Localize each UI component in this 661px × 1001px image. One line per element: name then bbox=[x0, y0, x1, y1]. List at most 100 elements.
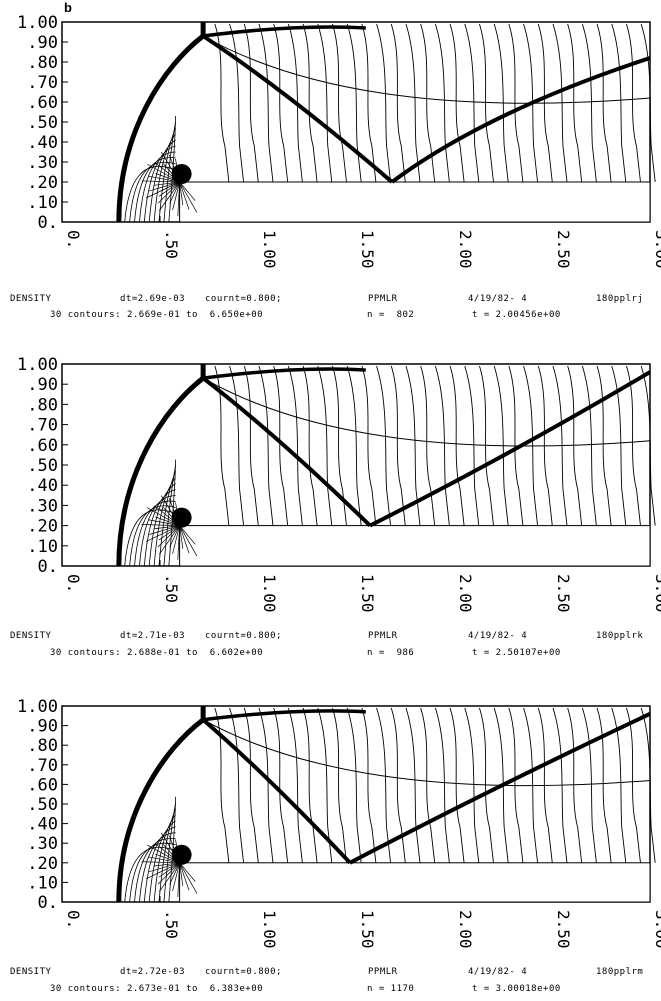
expansion-fan-line bbox=[169, 181, 180, 204]
corner-singularity bbox=[171, 844, 192, 865]
y-tick-label: .50 bbox=[27, 795, 58, 815]
density-contour bbox=[464, 23, 480, 183]
density-contour bbox=[143, 489, 176, 567]
density-contour bbox=[129, 162, 176, 223]
density-contour bbox=[332, 23, 347, 183]
density-contour bbox=[124, 846, 176, 903]
expansion-fan-line bbox=[157, 181, 180, 204]
caption-time: t = 2.50107e+00 bbox=[472, 648, 561, 658]
slip-line bbox=[202, 35, 651, 104]
y-tick-label: 1.00 bbox=[17, 697, 58, 717]
y-tick-label: .70 bbox=[27, 416, 58, 436]
y-tick-label: .90 bbox=[27, 375, 58, 395]
expansion-fan-line bbox=[177, 525, 180, 560]
density-contour bbox=[134, 500, 176, 567]
density-contour bbox=[214, 365, 230, 526]
figure-label: b bbox=[64, 0, 72, 15]
density-contour bbox=[611, 23, 627, 183]
density-contour bbox=[611, 365, 627, 526]
density-contour bbox=[124, 509, 176, 567]
caption-variable: DENSITY bbox=[10, 967, 52, 977]
x-tick-label: 2.50 bbox=[554, 910, 573, 949]
density-contour bbox=[168, 459, 176, 567]
density-contour bbox=[390, 707, 406, 863]
y-tick-label: .60 bbox=[27, 436, 58, 456]
expansion-fan-line bbox=[153, 181, 180, 186]
density-contour bbox=[346, 707, 362, 863]
y-tick-label: .80 bbox=[27, 53, 58, 73]
caption-file: 180pplrk bbox=[596, 631, 644, 641]
density-contour bbox=[508, 23, 524, 183]
density-contour bbox=[243, 23, 259, 183]
density-contour bbox=[134, 157, 176, 223]
x-tick-label: 2.00 bbox=[456, 910, 475, 949]
density-contour bbox=[332, 707, 347, 863]
caption-code: PPMLR bbox=[368, 631, 398, 641]
density-contour bbox=[214, 23, 230, 183]
expansion-fan-line bbox=[145, 181, 180, 199]
slip-line bbox=[202, 377, 651, 447]
density-contour bbox=[243, 365, 259, 526]
density-contour bbox=[287, 707, 303, 863]
expansion-fan-line bbox=[141, 524, 180, 526]
x-tick-label: 2.50 bbox=[554, 574, 573, 613]
caption-code: PPMLR bbox=[368, 294, 398, 304]
y-tick-label: .50 bbox=[27, 456, 58, 476]
y-tick-label: 1.00 bbox=[17, 355, 58, 375]
density-contour bbox=[434, 707, 450, 863]
caption-variable: DENSITY bbox=[10, 294, 52, 304]
expansion-fan-line bbox=[158, 862, 180, 892]
step-obstacle bbox=[179, 862, 651, 903]
caption-step: n = 986 bbox=[367, 648, 415, 658]
density-contour bbox=[420, 23, 436, 183]
density-contour bbox=[243, 707, 259, 863]
density-contour bbox=[567, 707, 583, 863]
x-tick-label: 1.50 bbox=[358, 910, 377, 949]
corner-singularity bbox=[171, 507, 192, 528]
y-tick-label: .30 bbox=[27, 834, 58, 854]
expansion-fan-line bbox=[177, 862, 180, 897]
expansion-fan-line bbox=[179, 862, 198, 894]
expansion-fan-line bbox=[179, 862, 196, 882]
step-obstacle bbox=[179, 181, 651, 223]
y-tick-label: .60 bbox=[27, 93, 58, 113]
density-contour bbox=[302, 707, 318, 863]
density-contour bbox=[361, 365, 377, 526]
density-contour bbox=[134, 838, 176, 903]
density-contour bbox=[420, 707, 436, 863]
density-contour bbox=[479, 707, 494, 863]
expansion-fan-line bbox=[158, 181, 180, 197]
density-contour bbox=[124, 165, 176, 223]
x-tick-label: 2.50 bbox=[554, 230, 573, 269]
density-contour bbox=[493, 23, 509, 183]
density-contour bbox=[258, 707, 274, 863]
expansion-fan-line bbox=[179, 525, 196, 545]
density-contour bbox=[390, 23, 406, 183]
bow-shock bbox=[116, 376, 205, 567]
x-tick-label: 0. bbox=[64, 574, 83, 593]
y-tick-label: .10 bbox=[27, 537, 58, 557]
density-contour bbox=[493, 707, 509, 863]
y-tick-label: .70 bbox=[27, 756, 58, 776]
expansion-fan-line bbox=[179, 525, 198, 557]
caption-dt: dt=2.71e-03 bbox=[120, 631, 186, 641]
density-contour bbox=[258, 23, 274, 183]
y-tick-label: 1.00 bbox=[17, 13, 58, 33]
density-contour bbox=[129, 505, 176, 567]
expansion-fan-line bbox=[158, 181, 180, 212]
density-contour bbox=[214, 707, 230, 863]
expansion-fan-line bbox=[179, 181, 196, 201]
density-contour bbox=[449, 23, 465, 183]
x-tick-label: 0. bbox=[64, 230, 83, 249]
y-tick-label: .70 bbox=[27, 73, 58, 93]
y-tick-label: .40 bbox=[27, 133, 58, 153]
density-contour bbox=[148, 139, 176, 223]
density-contour bbox=[346, 365, 362, 526]
density-contour bbox=[581, 23, 597, 183]
step-obstacle bbox=[179, 525, 651, 567]
caption-code: PPMLR bbox=[368, 967, 398, 977]
upper-shock bbox=[202, 25, 366, 38]
x-tick-label: .50 bbox=[162, 574, 181, 603]
x-tick-label: .50 bbox=[162, 230, 181, 259]
expansion-fan-line bbox=[145, 525, 180, 542]
